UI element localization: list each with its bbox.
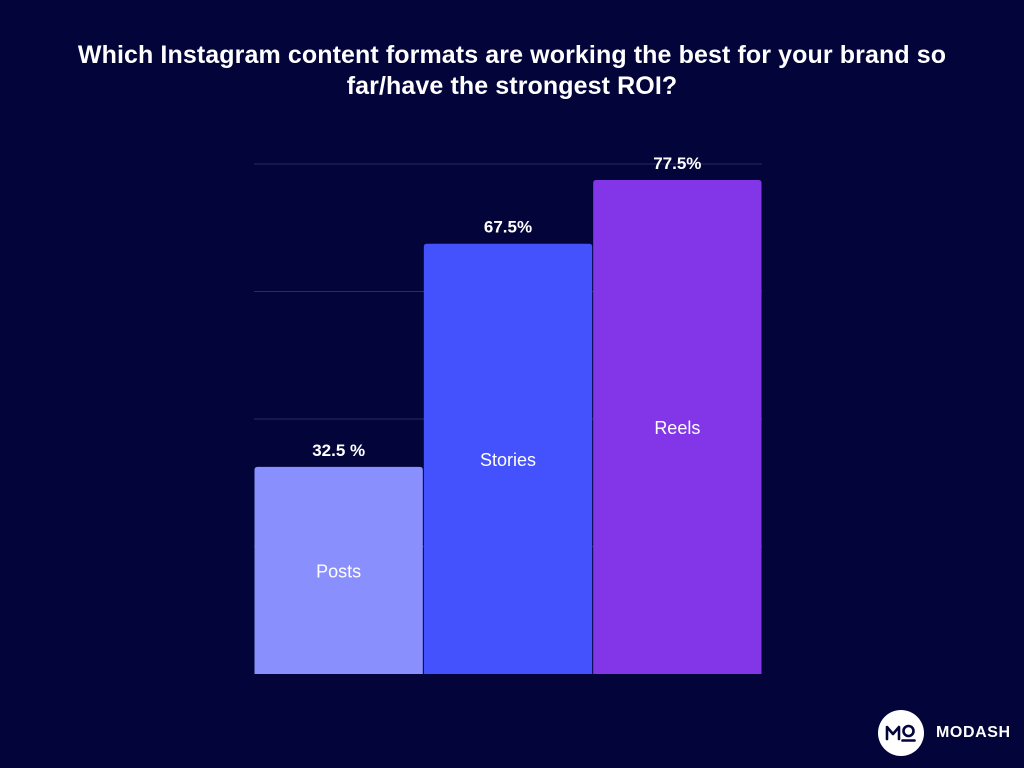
category-label-stories: Stories <box>480 450 536 470</box>
modash-logo <box>878 710 924 756</box>
brand-footer: MODASH <box>878 710 1011 756</box>
bar-reels <box>593 179 762 674</box>
value-label-reels: 77.5% <box>653 154 701 173</box>
value-label-posts: 32.5 % <box>312 441 365 460</box>
brand-name: MODASH <box>936 724 1011 741</box>
modash-logo-icon <box>885 724 916 742</box>
bar-posts <box>254 466 423 674</box>
category-label-posts: Posts <box>316 561 361 581</box>
chart-title: Which Instagram content formats are work… <box>77 41 947 100</box>
bars <box>254 179 762 674</box>
bar-labels: 32.5 % Posts 67.5% Stories 77.5% Reels <box>312 154 701 581</box>
category-label-reels: Reels <box>654 418 700 438</box>
bar-stories <box>423 243 593 674</box>
value-label-stories: 67.5% <box>484 218 532 237</box>
